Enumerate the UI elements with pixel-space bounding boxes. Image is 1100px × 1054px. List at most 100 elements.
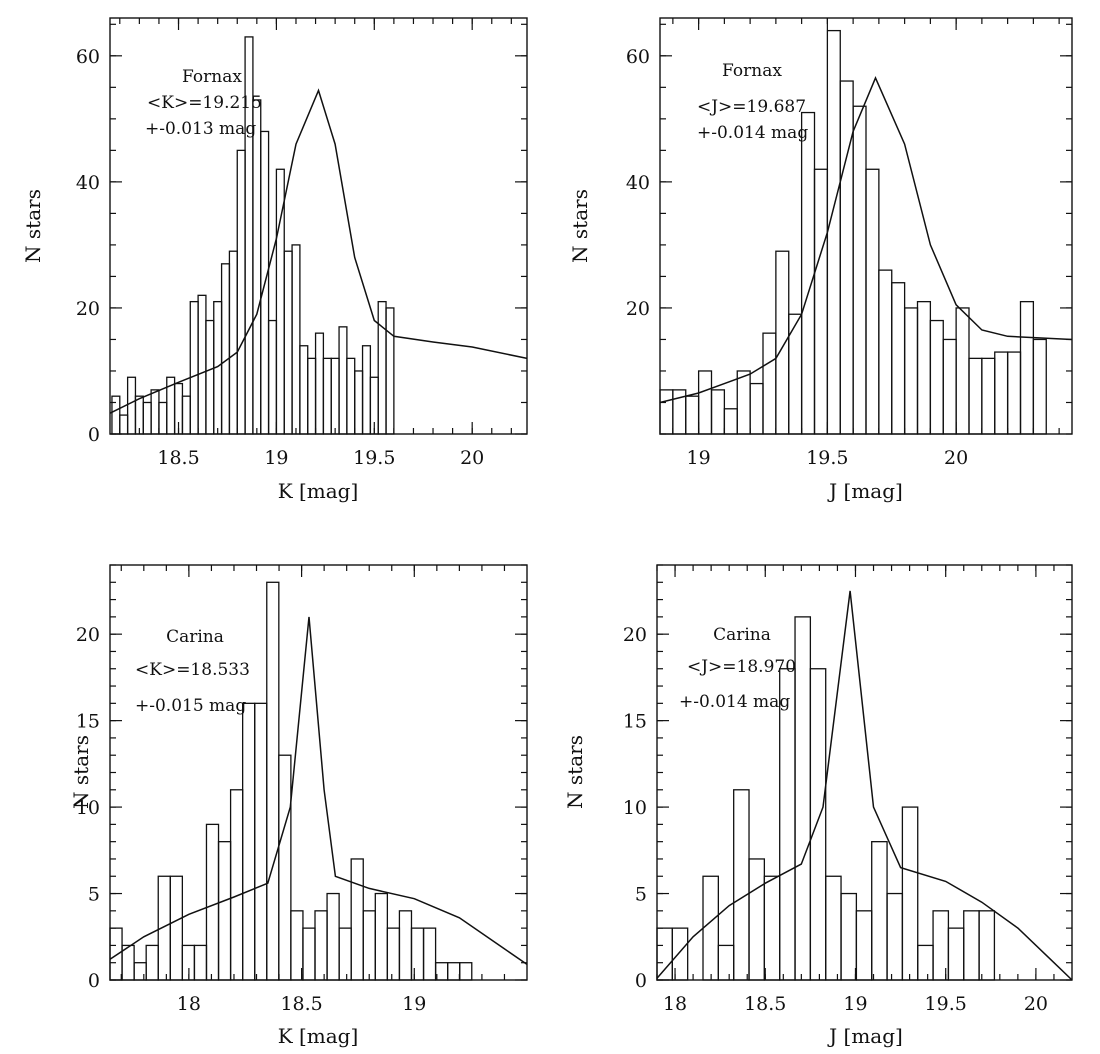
histogram-bar [775, 250, 790, 435]
histogram-bar [748, 858, 766, 981]
y-tick-label: 20 [76, 624, 100, 646]
annotation-galaxy: Carina [713, 625, 771, 645]
histogram-bar [158, 401, 168, 435]
x-tick-label: 20 [1024, 993, 1048, 1015]
x-tick-label: 19.5 [925, 993, 967, 1015]
annotation-error: +-0.014 mag [697, 123, 808, 143]
histogram-bar [762, 332, 777, 435]
histogram-bar [978, 910, 996, 981]
y-tick-label: 15 [623, 711, 647, 733]
x-axis-label: J [mag] [827, 1024, 903, 1048]
annotation-galaxy: Fornax [182, 67, 242, 87]
histogram-bar [659, 389, 674, 435]
histogram-bar [656, 927, 673, 981]
histogram-bar [981, 357, 996, 435]
histogram-bar [903, 307, 919, 435]
x-tick-label: 20 [460, 447, 484, 469]
plot-frame [656, 564, 1073, 981]
histogram-bar [963, 910, 980, 981]
histogram-bar [217, 841, 232, 981]
y-tick-label: 5 [635, 884, 647, 906]
y-tick-label: 0 [88, 970, 100, 992]
y-tick-label: 15 [76, 711, 100, 733]
histogram-bar [422, 927, 437, 981]
histogram-bar [181, 395, 191, 435]
annotation-mean: <J>=19.687 [697, 97, 806, 117]
histogram-bar [169, 875, 184, 981]
histogram-bar [126, 376, 137, 435]
histogram-bar [891, 282, 906, 435]
histogram-bar [150, 389, 160, 435]
histogram-bar [447, 962, 461, 981]
histogram-bar [377, 300, 387, 435]
histogram-bar [278, 754, 292, 981]
histogram-bar [723, 408, 738, 435]
x-tick-label: 18.5 [280, 993, 322, 1015]
histogram-bar [917, 944, 934, 981]
y-axis-label: N stars [568, 189, 592, 263]
y-tick-label: 10 [76, 797, 100, 819]
histogram-bar [855, 910, 873, 981]
histogram-bar [800, 111, 816, 435]
histogram-bar [362, 910, 376, 981]
histogram-bar [142, 401, 152, 435]
histogram-bar [901, 806, 919, 981]
histogram-bar [322, 357, 332, 435]
x-tick-label: 20 [944, 447, 968, 469]
histogram-bar [326, 892, 340, 981]
histogram-bar [733, 789, 750, 981]
histogram-bar [354, 370, 364, 435]
y-tick-label: 5 [88, 884, 100, 906]
x-tick-label: 19.5 [353, 447, 395, 469]
x-tick-label: 18 [663, 993, 687, 1015]
histogram-bar [749, 382, 764, 435]
histogram-bar [266, 581, 280, 981]
histogram-bar [697, 370, 713, 435]
histogram-bar [254, 702, 268, 981]
histogram-bar [840, 892, 858, 981]
histogram-bar [145, 944, 159, 981]
histogram-bar [330, 357, 340, 435]
histogram-bar [865, 168, 880, 435]
histogram-bar [459, 962, 473, 981]
gaussian-fit-curve [659, 75, 1073, 404]
histogram-bar [189, 300, 199, 435]
y-tick-label: 20 [623, 624, 647, 646]
histogram-bar [374, 892, 389, 981]
annotation-galaxy: Carina [166, 627, 224, 647]
histogram-bar [314, 910, 328, 981]
x-tick-label: 18 [177, 993, 201, 1015]
panel-carina-k: 18 18.5 19 0 5 10 15 20 Carina <K>=18.533 +-0.0… [69, 564, 528, 1048]
histogram-bar [955, 307, 970, 435]
histogram-bar [702, 875, 719, 981]
histogram-bar [338, 927, 352, 981]
histogram-bar [852, 105, 867, 435]
histogram-bar [220, 263, 231, 435]
histogram-bar [385, 307, 395, 435]
y-axis-label: N stars [21, 189, 45, 263]
histogram-bar [871, 841, 888, 981]
panel-fornax-j: 19 19.5 20 20 40 60 Fornax <J>=19.687 +-0.014… [568, 17, 1073, 503]
x-tick-label: 19 [264, 447, 288, 469]
histogram-bar [809, 668, 827, 981]
panel-carina-j: 18 18.5 19 19.5 20 0 5 10 15 20 Carina <J>=18.970… [563, 564, 1073, 1048]
histogram-bar [1019, 300, 1035, 435]
annotation-error: +-0.013 mag [145, 119, 256, 139]
x-axis-label: K [mag] [278, 479, 359, 503]
histogram-bar [205, 319, 215, 435]
histogram-bar [229, 789, 244, 981]
histogram-bar [350, 858, 364, 981]
histogram-bar [763, 875, 781, 981]
y-tick-label: 20 [76, 298, 100, 320]
histogram-bar [119, 414, 129, 435]
y-tick-label: 10 [623, 797, 647, 819]
x-tick-label: 19.5 [806, 447, 848, 469]
histogram-bar [710, 389, 726, 435]
plot-frame [109, 17, 528, 435]
gaussian-fit-curve [109, 616, 528, 966]
histogram-bar [942, 338, 957, 435]
histogram-bar [338, 326, 348, 435]
y-axis-label: N stars [69, 735, 93, 809]
histogram-bar [236, 149, 246, 435]
gaussian-fit-curve [656, 590, 1073, 981]
